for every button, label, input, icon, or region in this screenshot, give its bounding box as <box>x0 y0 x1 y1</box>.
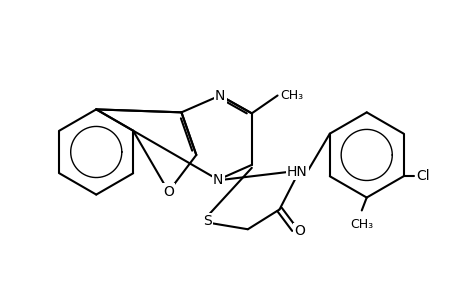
Text: S: S <box>202 214 211 228</box>
Text: N: N <box>213 173 223 187</box>
Text: N: N <box>214 88 225 103</box>
Text: HN: HN <box>286 165 307 179</box>
Text: Cl: Cl <box>416 169 429 183</box>
Text: O: O <box>293 224 304 238</box>
Text: CH₃: CH₃ <box>280 89 303 102</box>
Text: O: O <box>163 184 174 199</box>
Text: CH₃: CH₃ <box>349 218 373 231</box>
